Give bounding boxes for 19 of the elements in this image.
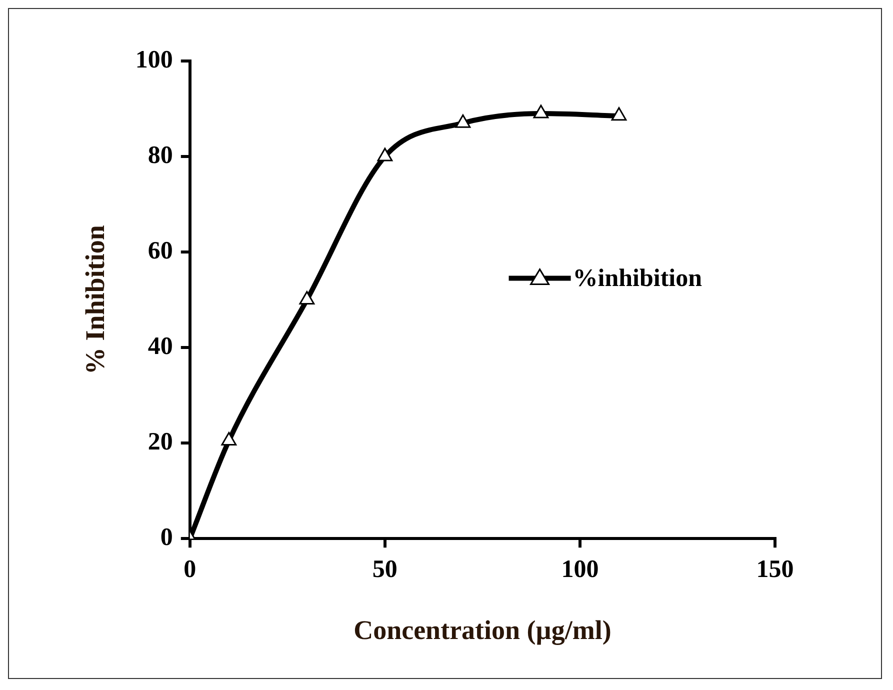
- x-tick-label: 0: [184, 556, 196, 584]
- y-tick-label: 20: [148, 428, 173, 456]
- y-tick-label: 80: [148, 142, 173, 169]
- point: [221, 432, 237, 446]
- x-tick-label: 100: [561, 556, 599, 584]
- point: [533, 104, 549, 118]
- y-tick-label: 40: [148, 333, 173, 360]
- legend-label: %inhibition: [572, 264, 702, 292]
- point: [299, 291, 315, 305]
- x-axis-title: Concentration (µg/ml): [354, 614, 612, 645]
- y-tick-label: 0: [160, 524, 173, 552]
- y-axis-title: % Inhibition: [80, 225, 110, 374]
- x-tick-label: 150: [756, 556, 794, 584]
- y-tick-label: 60: [148, 237, 173, 264]
- point: [455, 114, 471, 128]
- x-tick-label: 50: [372, 556, 398, 584]
- point: [377, 148, 393, 162]
- y-tick-label: 100: [135, 46, 173, 74]
- point: [611, 107, 627, 121]
